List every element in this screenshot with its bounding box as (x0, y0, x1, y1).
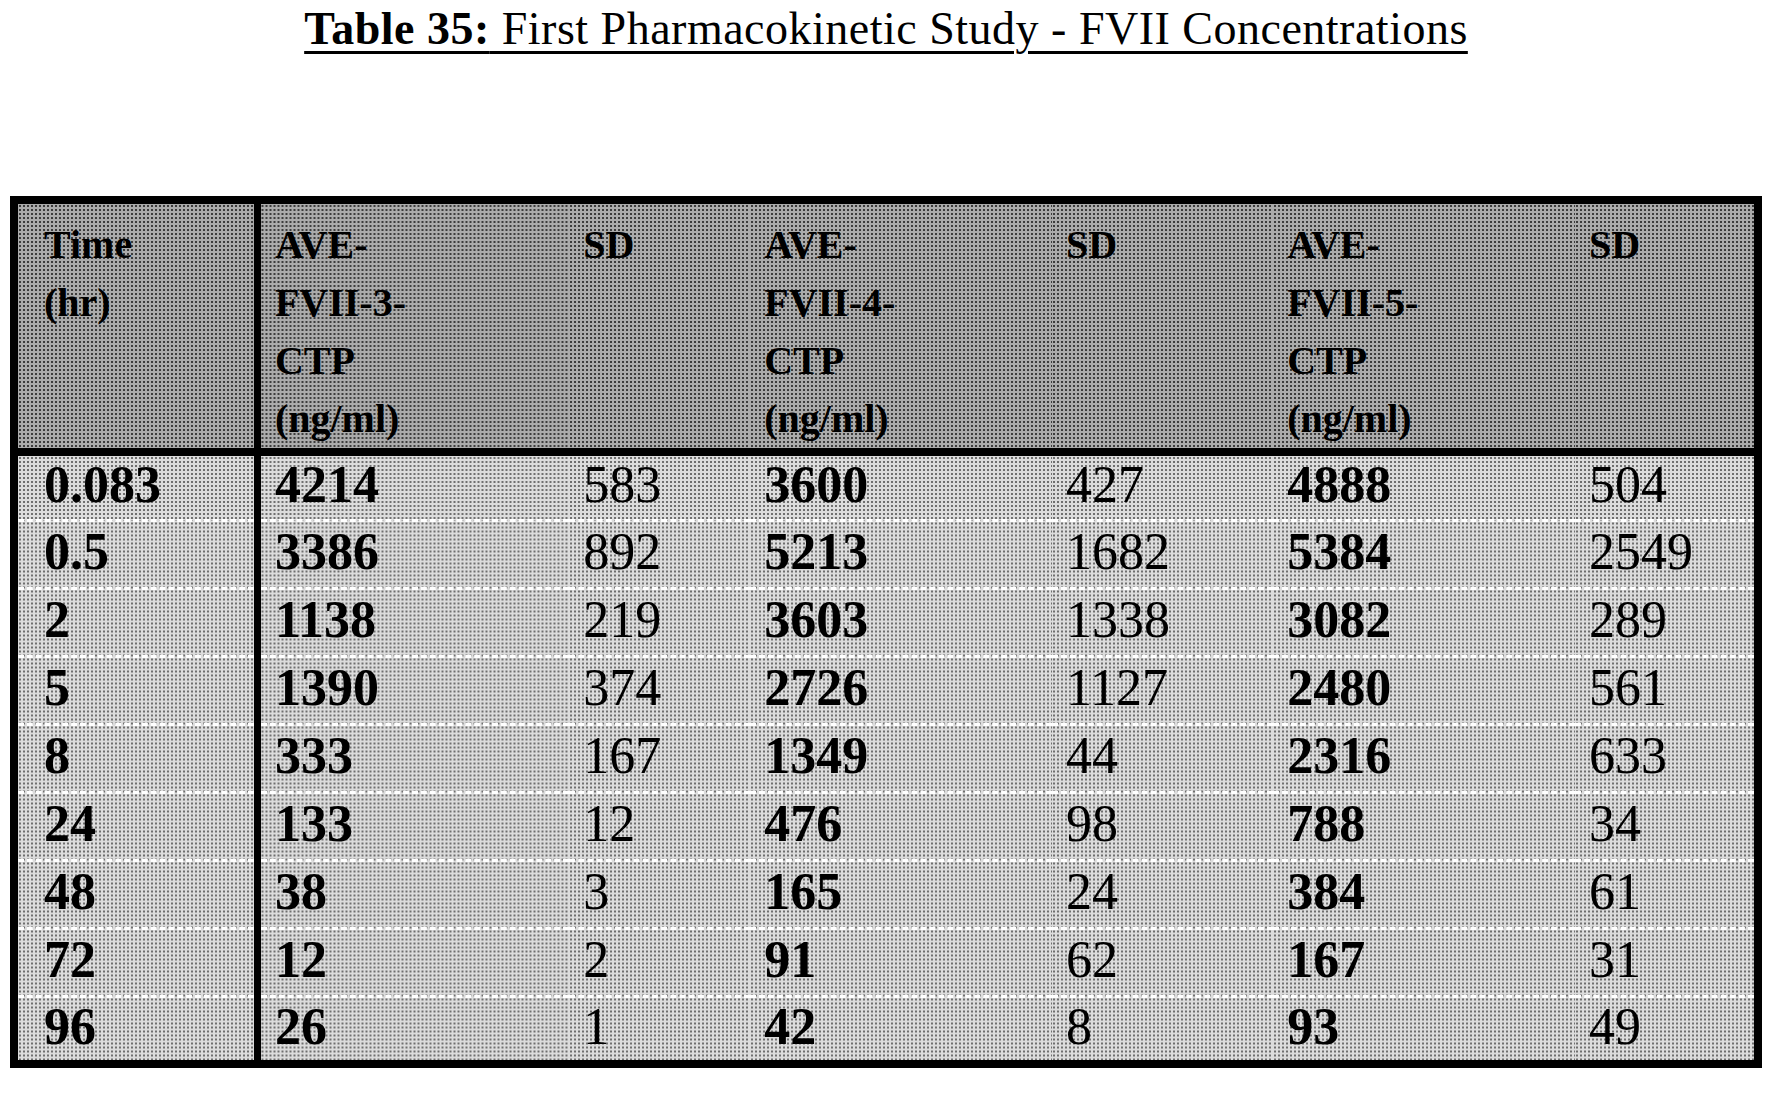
table-body: 0.083 4214 583 3600 427 4888 504 0.5 338… (14, 452, 1758, 1064)
cell-sd-fvii-5: 633 (1575, 724, 1758, 792)
table-row: 5 1390 374 2726 1127 2480 561 (14, 656, 1758, 724)
table-row: 0.5 3386 892 5213 1682 5384 2549 (14, 520, 1758, 588)
cell-ave-fvii-5-ctp: 384 (1273, 860, 1575, 928)
cell-ave-fvii-5-ctp: 93 (1273, 996, 1575, 1064)
cell-sd-fvii-4: 44 (1052, 724, 1273, 792)
cell-sd-fvii-3: 167 (569, 724, 750, 792)
cell-time: 5 (14, 656, 257, 724)
column-header-time: Time (hr) (14, 200, 257, 452)
cell-sd-fvii-3: 2 (569, 928, 750, 996)
table-row: 2 1138 219 3603 1338 3082 289 (14, 588, 1758, 656)
table-row: 0.083 4214 583 3600 427 4888 504 (14, 452, 1758, 520)
cell-sd-fvii-4: 1127 (1052, 656, 1273, 724)
cell-ave-fvii-4-ctp: 2726 (750, 656, 1052, 724)
column-header-ave-fvii-5-ctp: AVE- FVII-5- CTP (ng/ml) (1273, 200, 1575, 452)
cell-ave-fvii-4-ctp: 165 (750, 860, 1052, 928)
table-row: 96 26 1 42 8 93 49 (14, 996, 1758, 1064)
document-page: Table 35: First Pharmacokinetic Study - … (0, 0, 1772, 1098)
column-header-ave-fvii-4-ctp: AVE- FVII-4- CTP (ng/ml) (750, 200, 1052, 452)
cell-sd-fvii-3: 892 (569, 520, 750, 588)
column-header-sd-fvii-4: SD (1052, 200, 1273, 452)
cell-ave-fvii-3-ctp: 12 (257, 928, 569, 996)
cell-ave-fvii-4-ctp: 1349 (750, 724, 1052, 792)
pharmacokinetics-table: Time (hr) AVE- FVII-3- CTP (ng/ml) SD AV… (10, 196, 1762, 1068)
cell-ave-fvii-4-ctp: 3600 (750, 452, 1052, 520)
cell-ave-fvii-5-ctp: 3082 (1273, 588, 1575, 656)
cell-sd-fvii-5: 2549 (1575, 520, 1758, 588)
table-title-text: First Pharmacokinetic Study - FVII Conce… (490, 3, 1468, 54)
cell-ave-fvii-4-ctp: 91 (750, 928, 1052, 996)
cell-ave-fvii-3-ctp: 38 (257, 860, 569, 928)
table-title-label: Table 35: (304, 3, 490, 54)
cell-sd-fvii-5: 61 (1575, 860, 1758, 928)
cell-time: 96 (14, 996, 257, 1064)
cell-sd-fvii-5: 31 (1575, 928, 1758, 996)
cell-ave-fvii-3-ctp: 26 (257, 996, 569, 1064)
cell-ave-fvii-3-ctp: 333 (257, 724, 569, 792)
cell-ave-fvii-3-ctp: 133 (257, 792, 569, 860)
cell-ave-fvii-5-ctp: 2480 (1273, 656, 1575, 724)
cell-sd-fvii-5: 49 (1575, 996, 1758, 1064)
cell-sd-fvii-3: 583 (569, 452, 750, 520)
table-row: 48 38 3 165 24 384 61 (14, 860, 1758, 928)
cell-sd-fvii-5: 34 (1575, 792, 1758, 860)
cell-ave-fvii-3-ctp: 4214 (257, 452, 569, 520)
cell-sd-fvii-4: 8 (1052, 996, 1273, 1064)
cell-sd-fvii-4: 1682 (1052, 520, 1273, 588)
table-row: 72 12 2 91 62 167 31 (14, 928, 1758, 996)
cell-time: 24 (14, 792, 257, 860)
cell-sd-fvii-3: 3 (569, 860, 750, 928)
cell-sd-fvii-5: 561 (1575, 656, 1758, 724)
cell-time: 72 (14, 928, 257, 996)
cell-sd-fvii-5: 289 (1575, 588, 1758, 656)
header-row: Time (hr) AVE- FVII-3- CTP (ng/ml) SD AV… (14, 200, 1758, 452)
cell-ave-fvii-3-ctp: 3386 (257, 520, 569, 588)
cell-ave-fvii-5-ctp: 4888 (1273, 452, 1575, 520)
table-row: 24 133 12 476 98 788 34 (14, 792, 1758, 860)
cell-ave-fvii-3-ctp: 1390 (257, 656, 569, 724)
cell-ave-fvii-4-ctp: 42 (750, 996, 1052, 1064)
cell-ave-fvii-5-ctp: 2316 (1273, 724, 1575, 792)
cell-sd-fvii-3: 12 (569, 792, 750, 860)
cell-ave-fvii-3-ctp: 1138 (257, 588, 569, 656)
cell-time: 8 (14, 724, 257, 792)
cell-sd-fvii-4: 24 (1052, 860, 1273, 928)
cell-ave-fvii-4-ctp: 476 (750, 792, 1052, 860)
cell-ave-fvii-5-ctp: 167 (1273, 928, 1575, 996)
cell-sd-fvii-3: 1 (569, 996, 750, 1064)
cell-sd-fvii-3: 219 (569, 588, 750, 656)
column-header-ave-fvii-3-ctp: AVE- FVII-3- CTP (ng/ml) (257, 200, 569, 452)
cell-sd-fvii-4: 62 (1052, 928, 1273, 996)
cell-time: 0.5 (14, 520, 257, 588)
cell-ave-fvii-5-ctp: 5384 (1273, 520, 1575, 588)
cell-ave-fvii-4-ctp: 3603 (750, 588, 1052, 656)
cell-ave-fvii-4-ctp: 5213 (750, 520, 1052, 588)
table-row: 8 333 167 1349 44 2316 633 (14, 724, 1758, 792)
cell-time: 48 (14, 860, 257, 928)
column-header-sd-fvii-5: SD (1575, 200, 1758, 452)
cell-ave-fvii-5-ctp: 788 (1273, 792, 1575, 860)
cell-sd-fvii-4: 1338 (1052, 588, 1273, 656)
cell-time: 0.083 (14, 452, 257, 520)
cell-sd-fvii-4: 98 (1052, 792, 1273, 860)
cell-sd-fvii-3: 374 (569, 656, 750, 724)
cell-time: 2 (14, 588, 257, 656)
cell-sd-fvii-5: 504 (1575, 452, 1758, 520)
table-title: Table 35: First Pharmacokinetic Study - … (0, 2, 1772, 55)
column-header-sd-fvii-3: SD (569, 200, 750, 452)
cell-sd-fvii-4: 427 (1052, 452, 1273, 520)
